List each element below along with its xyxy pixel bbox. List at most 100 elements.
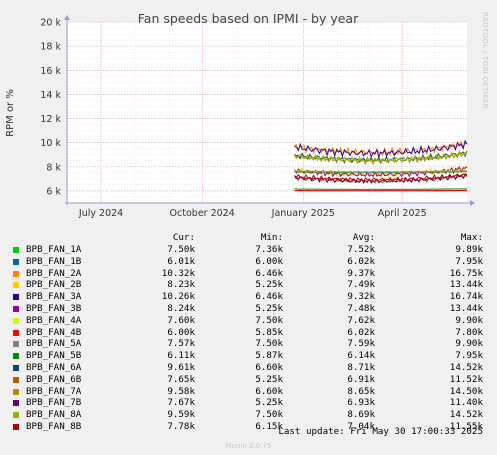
legend-cur-value: 10.26k [161, 291, 195, 303]
legend-min-value: 7.50k [255, 314, 283, 326]
legend-header-avg: Avg: [352, 232, 375, 243]
legend-row: BPB_FAN_5B 6.11k 5.87k 6.14k 7.95k [0, 350, 497, 362]
legend-max-value: 11.55k [449, 421, 483, 432]
legend-max-value: 14.52k [449, 409, 483, 421]
legend-avg-value: 8.71k [347, 362, 375, 373]
legend-swatch [13, 317, 19, 324]
legend-cur-value: 6.11k [167, 350, 195, 362]
legend-avg-value: 7.49k [347, 279, 375, 291]
legend-series-name: BPB_FAN_6A [26, 362, 82, 373]
y-tick-label: 20 k [40, 18, 61, 29]
legend-avg-value: 9.37k [347, 267, 375, 279]
y-tick-label: 8 k [46, 162, 61, 173]
legend-swatch [13, 365, 19, 371]
legend-series-name: BPB_FAN_7B [26, 397, 82, 409]
legend-min-value: 5.25k [255, 373, 283, 385]
legend-avg-value: 6.93k [347, 397, 375, 409]
legend-series-name: BPB_FAN_1A [26, 244, 82, 255]
legend-swatch [13, 329, 19, 336]
legend-swatch [13, 424, 19, 430]
legend-series-name: BPB_FAN_8A [26, 409, 82, 421]
legend-min-value: 6.00k [255, 255, 283, 267]
series-line-bpb_fan_6a [294, 150, 468, 165]
legend-series-name: BPB_FAN_8B [26, 421, 82, 432]
y-axis-label: RPM or % [5, 89, 16, 137]
chart-title: Fan speeds based on IPMI - by year [138, 11, 359, 26]
legend-min-value: 5.25k [255, 279, 283, 291]
legend-cur-value: 6.00k [167, 326, 195, 338]
legend-series-name: BPB_FAN_2B [26, 279, 82, 291]
legend-series-name: BPB_FAN_5A [26, 338, 82, 350]
legend-swatch [13, 294, 19, 301]
legend-min-value: 7.36k [255, 244, 283, 255]
legend-max-value: 7.95k [455, 350, 483, 362]
legend-cur-value: 7.60k [167, 314, 195, 326]
legend-min-value: 5.87k [255, 350, 283, 362]
y-tick-label: 14 k [40, 90, 61, 101]
legend-row: BPB_FAN_4A 7.60k 7.50k 7.62k 9.90k [0, 315, 497, 327]
y-axis-arrow [64, 15, 70, 20]
legend-series-name: BPB_FAN_4A [26, 314, 82, 326]
legend-min-value: 7.50k [255, 409, 283, 421]
legend-avg-value: 8.69k [347, 409, 375, 421]
legend-cur-value: 8.23k [167, 279, 195, 291]
series-line-bpb_fan_8a [294, 151, 468, 164]
y-tick-label: 6 k [46, 186, 61, 197]
legend-cur-value: 9.58k [167, 385, 195, 397]
legend-swatch [13, 400, 19, 407]
legend-max-value: 9.90k [455, 314, 483, 326]
legend-cur-value: 9.59k [167, 409, 195, 421]
legend-cur-value: 7.65k [167, 373, 195, 385]
legend-cur-value: 7.50k [167, 244, 195, 255]
legend-series-name: BPB_FAN_3B [26, 303, 82, 314]
series-line-bpb_fan_7b [294, 173, 468, 184]
legend-min-value: 5.25k [255, 303, 283, 314]
legend-series-name: BPB_FAN_4B [26, 326, 82, 338]
series-line-bpb_fan_5b [294, 188, 468, 191]
legend-min-value: 7.50k [255, 338, 283, 350]
legend-swatch [13, 282, 19, 289]
legend-max-value: 11.52k [449, 373, 483, 385]
legend-max-value: 13.44k [449, 303, 483, 314]
legend-avg-value: 8.65k [347, 385, 375, 397]
legend-cur-value: 8.24k [167, 303, 195, 314]
fan-speed-chart: 6 k 8 k 10 k 12 k 14 k 16 k 18 k 20 k July 2024 O… [5, 11, 475, 219]
legend-row: BPB_FAN_5A 7.57k 7.50k 7.59k 9.90k [0, 338, 497, 350]
legend-cur-value: 10.32k [161, 267, 195, 279]
legend-swatch [13, 270, 19, 277]
legend-swatch [13, 341, 19, 348]
legend-swatch [13, 353, 19, 360]
chart-area: 6 k 8 k 10 k 12 k 14 k 16 k 18 k 20 k July 2024 O… [5, 11, 489, 219]
legend-avg-value: 6.02k [347, 255, 375, 267]
legend-row: BPB_FAN_3A 10.26k 6.46k 9.32k 16.74k [0, 291, 497, 303]
series-line-bpb_fan_8b [294, 173, 468, 183]
legend-row: BPB_FAN_3B 8.24k 5.25k 7.48k 13.44k [0, 303, 497, 315]
legend-avg-value: 7.52k [347, 244, 375, 255]
legend-row: BPB_FAN_1A 7.50k 7.36k 7.52k 9.89k [0, 244, 497, 256]
legend-row: BPB_FAN_6B 7.65k 5.25k 6.91k 11.52k [0, 374, 497, 386]
legend-avg-value: 7.62k [347, 314, 375, 326]
x-tick-label: April 2025 [378, 208, 427, 219]
series-line-bpb_fan_3b [294, 166, 468, 178]
legend-row: BPB_FAN_2A 10.32k 6.46k 9.37k 16.75k [0, 268, 497, 280]
legend-max-value: 7.95k [455, 255, 483, 267]
legend-max-value: 14.50k [449, 385, 483, 397]
legend-row: BPB_FAN_7B 7.67k 5.25k 6.93k 11.40k [0, 397, 497, 409]
rrdtool-watermark: RRDTOOL / TOBI OETIKER [481, 12, 489, 109]
munin-version: Munin 2.0.75 [225, 442, 272, 450]
series-line-bpb_fan_3a [294, 139, 468, 159]
y-tick-label: 10 k [40, 138, 61, 149]
legend-header-min: Min: [260, 232, 283, 243]
legend-avg-value: 7.48k [347, 303, 375, 314]
legend-header-cur: Cur: [172, 232, 195, 243]
legend-max-value: 11.40k [449, 397, 483, 409]
legend-max-value: 9.89k [455, 244, 483, 255]
legend-avg-value: 6.91k [347, 373, 375, 385]
legend-cur-value: 6.01k [167, 255, 195, 267]
legend-max-value: 16.75k [449, 267, 483, 279]
legend-min-value: 5.85k [255, 326, 283, 338]
legend-row: BPB_FAN_1B 6.01k 6.00k 6.02k 7.95k [0, 256, 497, 268]
series-line-bpb_fan_4b [294, 189, 468, 192]
legend-swatch [13, 376, 19, 383]
legend-series-name: BPB_FAN_1B [26, 255, 82, 267]
